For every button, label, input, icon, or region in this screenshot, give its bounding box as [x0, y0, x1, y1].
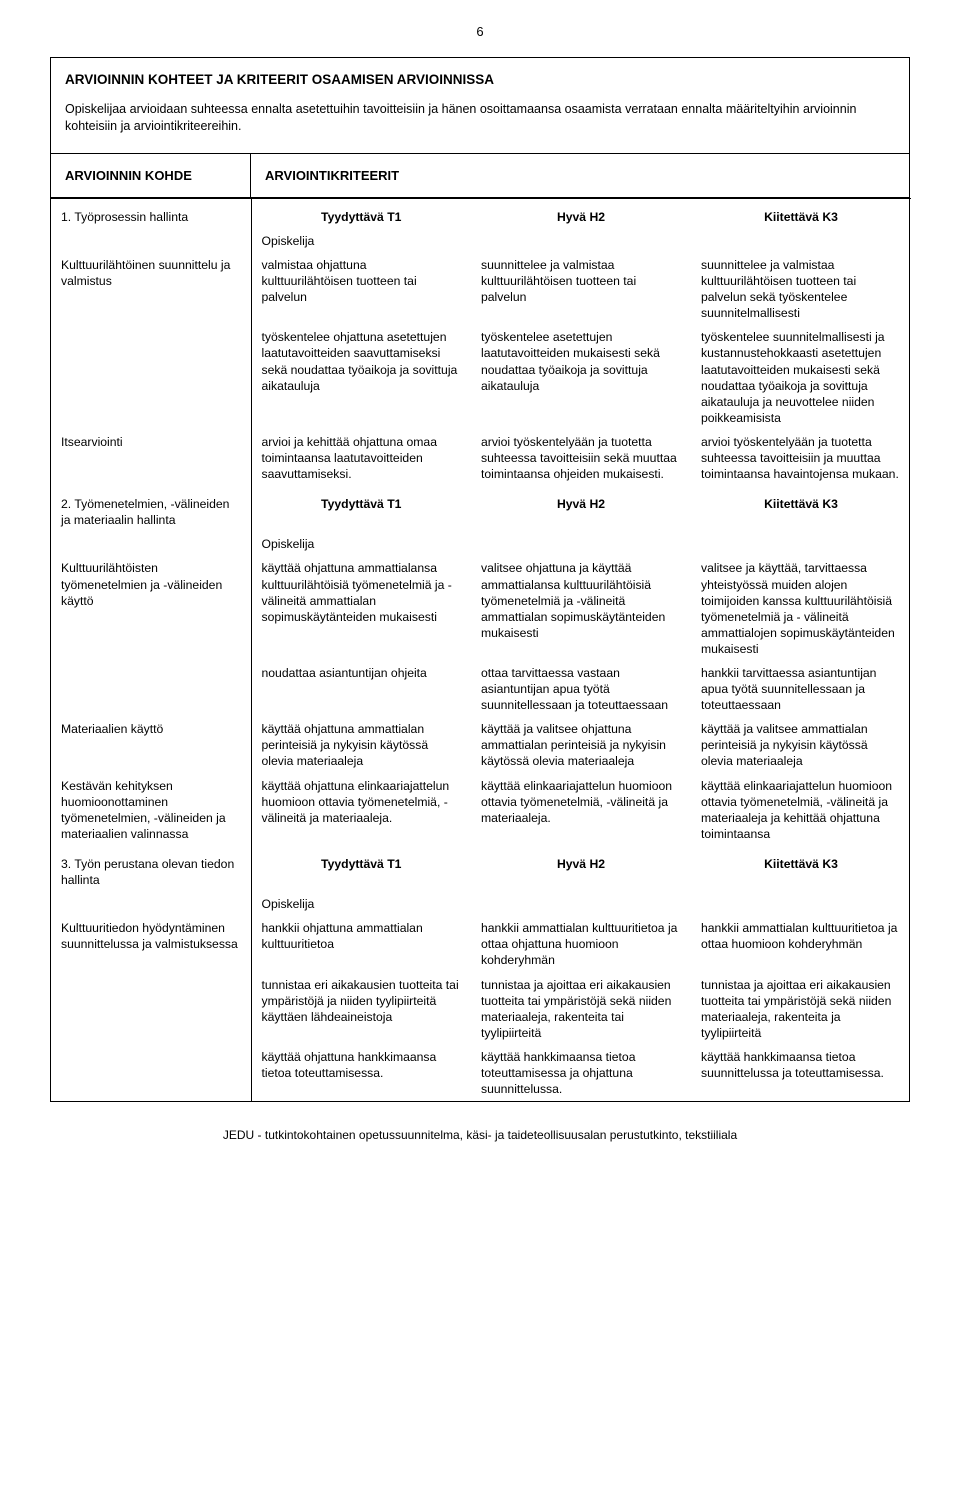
- cell-t1: käyttää ohjattuna hankkimaansa tietoa to…: [251, 1045, 471, 1101]
- row-label: Itsearviointi: [51, 430, 251, 486]
- cell-k3: tunnistaa ja ajoittaa eri aikakausien tu…: [691, 973, 911, 1045]
- table-row: Kulttuurilähtöinen suunnittelu ja valmis…: [51, 253, 911, 325]
- column-header-row: ARVIOINNIN KOHDE ARVIOINTIKRITEERIT: [51, 154, 909, 198]
- criteria-grid: 1. Työprosessin hallinta Tyydyttävä T1 H…: [51, 198, 911, 1101]
- table-row: Kulttuurilähtöisten työmenetelmien ja -v…: [51, 556, 911, 661]
- section-label: 1. Työprosessin hallinta: [51, 198, 251, 229]
- cell-t1: arvioi ja kehittää ohjattuna omaa toimin…: [251, 430, 471, 486]
- opiskelija-label: Opiskelija: [251, 229, 911, 253]
- cell-h2: hankkii ammattialan kulttuuritietoa ja o…: [471, 916, 691, 972]
- cell-h2: valitsee ohjattuna ja käyttää ammattiala…: [471, 556, 691, 661]
- cell-k3: käyttää hankkimaansa tietoa suunnittelus…: [691, 1045, 911, 1101]
- page-footer: JEDU - tutkintokohtainen opetussuunnitel…: [50, 1128, 910, 1142]
- cell-k3: työskentelee suunnitelmallisesti ja kust…: [691, 325, 911, 430]
- cell-k3: käyttää elinkaariajattelun huomioon otta…: [691, 774, 911, 846]
- cell-h2: arvioi työskentelyään ja tuotetta suhtee…: [471, 430, 691, 486]
- cell-t1: työskentelee ohjattuna asetettujen laatu…: [251, 325, 471, 430]
- opiskelija-label: Opiskelija: [251, 892, 911, 916]
- opiskelija-row: Opiskelija: [51, 229, 911, 253]
- section-label: 2. Työmenetelmien, -välineiden ja materi…: [51, 486, 251, 532]
- row-label: [51, 973, 251, 1045]
- level-t1: Tyydyttävä T1: [251, 846, 471, 892]
- document-page: 6 ARVIOINNIN KOHTEET JA KRITEERIT OSAAMI…: [0, 0, 960, 1172]
- table-row: noudattaa asiantuntijan ohjeita ottaa ta…: [51, 661, 911, 717]
- cell-k3: hankkii ammattialan kulttuuritietoa ja o…: [691, 916, 911, 972]
- row-label: [51, 1045, 251, 1101]
- cell-h2: työskentelee asetettujen laatutavoitteid…: [471, 325, 691, 430]
- section-label: 3. Työn perustana olevan tiedon hallinta: [51, 846, 251, 892]
- table-row: Materiaalien käyttö käyttää ohjattuna am…: [51, 717, 911, 773]
- main-description: Opiskelijaa arvioidaan suhteessa ennalta…: [65, 101, 895, 135]
- level-k3: Kiitettävä K3: [691, 198, 911, 229]
- cell-k3: suunnittelee ja valmistaa kulttuurilähtö…: [691, 253, 911, 325]
- col-right-title: ARVIOINTIKRITEERIT: [251, 154, 909, 197]
- cell-k3: käyttää ja valitsee ammattialan perintei…: [691, 717, 911, 773]
- opiskelija-row: Opiskelija: [51, 892, 911, 916]
- row-label: [51, 661, 251, 717]
- criteria-table: ARVIOINNIN KOHTEET JA KRITEERIT OSAAMISE…: [50, 57, 910, 1102]
- row-label: Kulttuurilähtöinen suunnittelu ja valmis…: [51, 253, 251, 325]
- cell-t1: hankkii ohjattuna ammattialan kulttuurit…: [251, 916, 471, 972]
- section-header: 3. Työn perustana olevan tiedon hallinta…: [51, 846, 911, 892]
- main-title: ARVIOINNIN KOHTEET JA KRITEERIT OSAAMISE…: [65, 72, 895, 87]
- table-row: Kulttuuritiedon hyödyntäminen suunnittel…: [51, 916, 911, 972]
- cell-k3: arvioi työskentelyään ja tuotetta suhtee…: [691, 430, 911, 486]
- row-label: Kulttuuritiedon hyödyntäminen suunnittel…: [51, 916, 251, 972]
- level-k3: Kiitettävä K3: [691, 846, 911, 892]
- cell-t1: käyttää ohjattuna ammattialan perinteisi…: [251, 717, 471, 773]
- cell-t1: käyttää ohjattuna elinkaariajattelun huo…: [251, 774, 471, 846]
- cell-t1: valmistaa ohjattuna kulttuurilähtöisen t…: [251, 253, 471, 325]
- section-header: 2. Työmenetelmien, -välineiden ja materi…: [51, 486, 911, 532]
- row-label: Kulttuurilähtöisten työmenetelmien ja -v…: [51, 556, 251, 661]
- table-row: tunnistaa eri aikakausien tuotteita tai …: [51, 973, 911, 1045]
- table-row: Itsearviointi arvioi ja kehittää ohjattu…: [51, 430, 911, 486]
- row-label: Kestävän kehityksen huomioonottaminen ty…: [51, 774, 251, 846]
- cell-k3: hankkii tarvittaessa asiantuntijan apua …: [691, 661, 911, 717]
- cell-h2: ottaa tarvittaessa vastaan asiantuntijan…: [471, 661, 691, 717]
- cell-h2: käyttää elinkaariajattelun huomioon otta…: [471, 774, 691, 846]
- cell-t1: käyttää ohjattuna ammattialansa kulttuur…: [251, 556, 471, 661]
- cell-h2: käyttää hankkimaansa tietoa toteuttamise…: [471, 1045, 691, 1101]
- cell-h2: tunnistaa ja ajoittaa eri aikakausien tu…: [471, 973, 691, 1045]
- cell-t1: noudattaa asiantuntijan ohjeita: [251, 661, 471, 717]
- level-h2: Hyvä H2: [471, 486, 691, 532]
- level-h2: Hyvä H2: [471, 198, 691, 229]
- level-k3: Kiitettävä K3: [691, 486, 911, 532]
- section-header: 1. Työprosessin hallinta Tyydyttävä T1 H…: [51, 198, 911, 229]
- table-row: työskentelee ohjattuna asetettujen laatu…: [51, 325, 911, 430]
- opiskelija-row: Opiskelija: [51, 532, 911, 556]
- cell-k3: valitsee ja käyttää, tarvittaessa yhteis…: [691, 556, 911, 661]
- cell-h2: suunnittelee ja valmistaa kulttuurilähtö…: [471, 253, 691, 325]
- level-t1: Tyydyttävä T1: [251, 198, 471, 229]
- row-label: Materiaalien käyttö: [51, 717, 251, 773]
- level-t1: Tyydyttävä T1: [251, 486, 471, 532]
- col-left-title: ARVIOINNIN KOHDE: [51, 154, 251, 197]
- cell-t1: tunnistaa eri aikakausien tuotteita tai …: [251, 973, 471, 1045]
- level-h2: Hyvä H2: [471, 846, 691, 892]
- opiskelija-label: Opiskelija: [251, 532, 911, 556]
- table-row: Kestävän kehityksen huomioonottaminen ty…: [51, 774, 911, 846]
- row-label: [51, 325, 251, 430]
- cell-h2: käyttää ja valitsee ohjattuna ammattiala…: [471, 717, 691, 773]
- title-block: ARVIOINNIN KOHTEET JA KRITEERIT OSAAMISE…: [51, 58, 909, 154]
- page-number: 6: [50, 24, 910, 39]
- table-row: käyttää ohjattuna hankkimaansa tietoa to…: [51, 1045, 911, 1101]
